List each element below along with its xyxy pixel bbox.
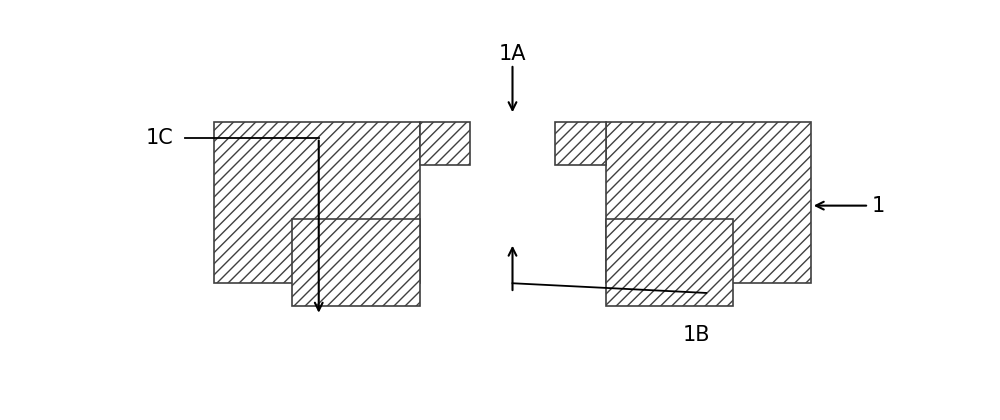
Bar bbox=[420, 121, 470, 165]
Bar bbox=[606, 218, 733, 306]
Text: 1A: 1A bbox=[499, 44, 526, 64]
Bar bbox=[606, 121, 811, 283]
Bar bbox=[292, 218, 420, 306]
Bar bbox=[555, 121, 606, 165]
Text: 1C: 1C bbox=[146, 128, 174, 148]
Text: 1B: 1B bbox=[683, 325, 710, 345]
Bar bbox=[214, 121, 420, 283]
Text: 1: 1 bbox=[871, 196, 885, 215]
